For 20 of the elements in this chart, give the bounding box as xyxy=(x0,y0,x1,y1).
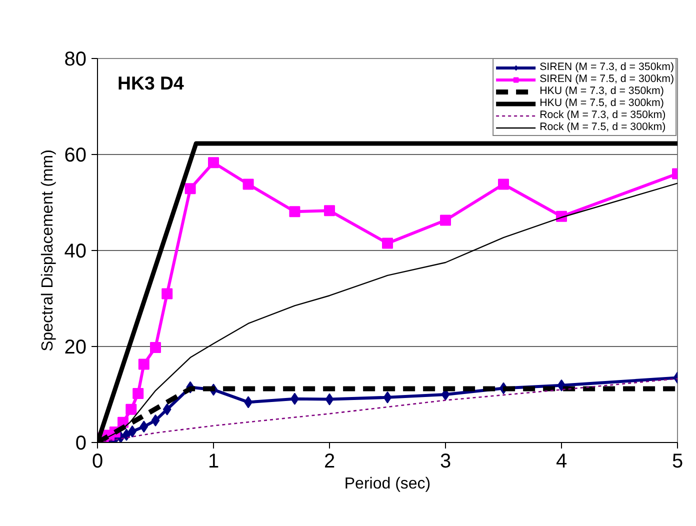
y-tick-label: 40 xyxy=(64,240,87,262)
text: HK3 D4 xyxy=(118,72,184,94)
y-tick-label: 80 xyxy=(64,48,87,70)
y-tick-label: 60 xyxy=(64,144,87,166)
x-tick-label: 1 xyxy=(208,450,220,472)
y-axis-title: Spectral Displacement (mm) xyxy=(39,150,56,352)
y-tick-label: 0 xyxy=(75,432,86,454)
legend-label: HKU (M = 7.5, d = 300km) xyxy=(540,97,664,109)
y-tick-label: 20 xyxy=(64,336,87,358)
legend-label: SIREN (M = 7.3, d = 350km) xyxy=(540,61,674,73)
x-tick-label: 0 xyxy=(92,450,104,472)
legend-label: HKU (M = 7.3, d = 350km) xyxy=(540,85,664,97)
x-tick-label: 3 xyxy=(440,450,452,472)
legend-label: Rock (M = 7.3, d = 350km) xyxy=(540,109,666,121)
x-tick-label: 5 xyxy=(672,450,684,472)
legend-label: Rock (M = 7.5, d = 300km) xyxy=(540,121,666,133)
x-tick-label: 2 xyxy=(324,450,336,472)
x-axis-title: Period (sec) xyxy=(344,476,431,492)
x-tick-label: 4 xyxy=(556,450,568,472)
legend-label: SIREN (M = 7.5, d = 300km) xyxy=(540,73,674,85)
